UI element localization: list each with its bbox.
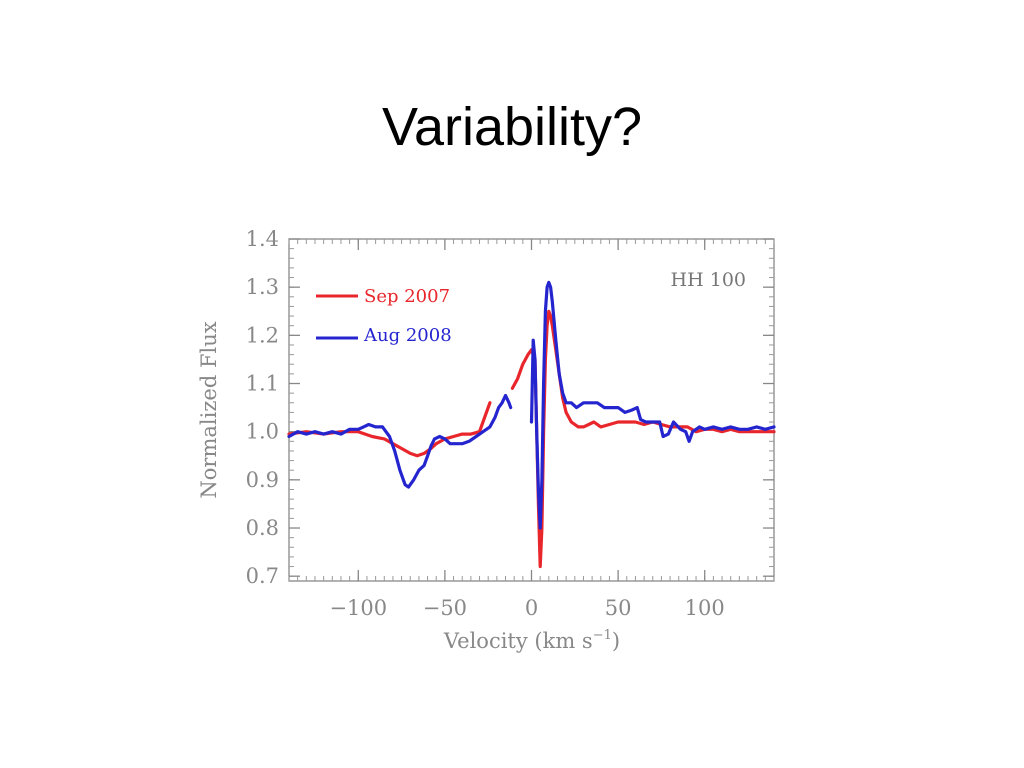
slide-title: Variability? bbox=[381, 97, 643, 157]
series-line-aug-2008 bbox=[287, 393, 513, 489]
y-tick-label: 1.1 bbox=[246, 372, 279, 396]
x-tick-label: 100 bbox=[685, 596, 725, 620]
y-tick-label: 1.3 bbox=[246, 275, 279, 299]
y-tick-label: 0.9 bbox=[246, 468, 279, 492]
y-tick-label: 1.2 bbox=[246, 323, 279, 347]
x-tick-label: 0 bbox=[525, 596, 538, 620]
y-tick-label: 0.8 bbox=[246, 516, 279, 540]
major-ticks bbox=[289, 238, 774, 581]
series-line-aug-2008 bbox=[529, 280, 776, 530]
series-line-sep-2007 bbox=[510, 309, 776, 569]
y-tick-labels: 0.7 0.8 0.9 1.0 1.1 1.2 1.3 1.4 bbox=[246, 227, 279, 588]
legend-label-sep-2007: Sep 2007 bbox=[364, 286, 450, 307]
legend: Sep 2007 Aug 2008 bbox=[316, 286, 452, 346]
series-line-sep-2007 bbox=[287, 401, 492, 458]
y-tick-label: 0.7 bbox=[246, 564, 279, 588]
y-tick-label: 1.0 bbox=[246, 420, 279, 444]
x-tick-label: 50 bbox=[605, 596, 632, 620]
x-axis-label-end: ) bbox=[612, 629, 620, 653]
legend-label-aug-2008: Aug 2008 bbox=[363, 325, 452, 346]
series-lines bbox=[287, 280, 776, 569]
x-axis-label-sup: −1 bbox=[593, 628, 612, 643]
annotation-label: HH 100 bbox=[671, 269, 746, 291]
x-axis-label: Velocity (km s−1) bbox=[443, 628, 620, 653]
x-axis-label-main: Velocity (km s bbox=[443, 629, 593, 653]
x-tick-labels: −100 −50 0 50 100 bbox=[329, 596, 724, 620]
x-tick-label: −100 bbox=[329, 596, 387, 620]
y-tick-label: 1.4 bbox=[246, 227, 279, 251]
y-axis-label: Normalized Flux bbox=[197, 321, 221, 498]
x-tick-label: −50 bbox=[423, 596, 467, 620]
